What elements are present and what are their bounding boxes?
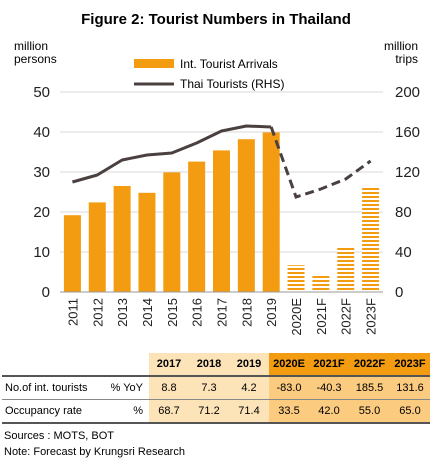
table-row-label: Occupancy rate: [2, 399, 98, 424]
table-header-blank: [2, 353, 98, 377]
table-cell: 33.5: [269, 399, 309, 424]
table-header-cell: 2019: [229, 353, 269, 377]
table-header-cell: 2023F: [390, 353, 430, 377]
table-row-label: No.of int. tourists: [2, 376, 98, 400]
x-tick-label: 2017: [215, 298, 230, 327]
forecast-note: Note: Forecast by Krungsri Research: [4, 446, 185, 458]
chart-title: Figure 2: Tourist Numbers in Thailand: [81, 11, 351, 28]
right-tick-label: 200: [395, 84, 420, 101]
table-cell: 71.4: [229, 399, 269, 424]
table-header-cell: 2020E: [269, 353, 309, 377]
table-cell: 42.0: [309, 399, 349, 424]
table-cell: 71.2: [189, 399, 229, 424]
bar: [163, 172, 181, 292]
right-tick-label: 160: [395, 124, 420, 141]
table-cell: 185.5: [349, 376, 390, 400]
x-tick-label: 2014: [140, 298, 155, 327]
left-tick-label: 0: [42, 284, 50, 301]
table-cell: 68.7: [149, 399, 189, 424]
bar: [237, 139, 255, 292]
bar-series: [63, 132, 380, 292]
legend-bar-label: Int. Tourist Arrivals: [180, 57, 278, 71]
table-cell: 7.3: [189, 376, 229, 400]
bar: [138, 192, 156, 292]
left-axis-ticks: 0 10 20 30 40 50: [33, 84, 50, 301]
line-forecast: [269, 126, 372, 199]
x-tick-label: 2011: [65, 298, 80, 326]
bar: [337, 246, 355, 292]
x-tick-label: 2018: [239, 298, 254, 327]
x-axis-ticks: 2011 2012 2013 2014 2015 2016 2017 2018 2019 2020…: [65, 298, 378, 336]
bar: [188, 161, 206, 292]
table-header-blank: [98, 353, 149, 377]
data-table: 2017 2018 2019 2020E 2021F 2022F 2023F N…: [2, 353, 430, 424]
table-cell: 55.0: [349, 399, 390, 424]
left-tick-label: 50: [33, 84, 50, 101]
x-tick-label: 2020E: [289, 298, 304, 336]
bar: [113, 186, 131, 292]
right-axis-label-line1: million: [384, 39, 418, 53]
x-tick-label: 2023F: [364, 298, 379, 335]
table-header-row: 2017 2018 2019 2020E 2021F 2022F 2023F: [2, 353, 430, 377]
x-tick-label: 2015: [165, 298, 180, 327]
right-axis-label-line2: trips: [395, 52, 418, 66]
x-tick-label: 2022F: [339, 298, 354, 335]
table-cell: 131.6: [390, 376, 430, 400]
table-row-unit: %: [98, 399, 149, 424]
table-cell: 65.0: [390, 399, 430, 424]
table-header-cell: 2017: [149, 353, 189, 377]
left-axis-label-line1: million: [14, 39, 48, 53]
table-row: Occupancy rate % 68.7 71.2 71.4 33.5 42.…: [2, 399, 430, 424]
left-tick-label: 30: [33, 164, 50, 181]
table-row: No.of int. tourists % YoY 8.8 7.3 4.2 -8…: [2, 376, 430, 400]
right-tick-label: 120: [395, 164, 420, 181]
bar: [287, 265, 305, 292]
line-series: [72, 124, 372, 199]
table-cell: -83.0: [269, 376, 309, 400]
bar: [312, 276, 330, 292]
bar: [88, 202, 106, 292]
x-tick-label: 2012: [90, 298, 105, 327]
table-cell: -40.3: [309, 376, 349, 400]
sources-note: Sources : MOTS, BOT: [4, 430, 115, 442]
footnotes: Sources : MOTS, BOT Note: Forecast by Kr…: [4, 428, 185, 460]
x-tick-label: 2013: [115, 298, 130, 327]
left-tick-label: 40: [33, 124, 50, 141]
bar: [213, 150, 230, 292]
chart: Figure 2: Tourist Numbers in Thailand mi…: [14, 11, 420, 336]
bar: [262, 132, 280, 292]
right-tick-label: 0: [395, 284, 403, 301]
x-tick-label: 2019: [264, 298, 279, 327]
bar: [63, 215, 81, 292]
legend-line-label: Thai Tourists (RHS): [180, 77, 284, 91]
legend: Int. Tourist Arrivals Thai Tourists (RHS…: [134, 57, 284, 91]
line-actual: [72, 124, 272, 184]
x-tick-label: 2021F: [314, 298, 329, 335]
left-axis-label-line2: persons: [14, 52, 57, 66]
table-row-unit: % YoY: [98, 376, 149, 400]
table-cell: 8.8: [149, 376, 189, 400]
bar: [362, 186, 380, 292]
table-header-cell: 2021F: [309, 353, 349, 377]
right-axis-ticks: 0 40 80 120 160 200: [395, 84, 420, 301]
table-cell: 4.2: [229, 376, 269, 400]
legend-bar-swatch: [134, 59, 174, 68]
left-tick-label: 20: [33, 204, 50, 221]
right-tick-label: 80: [395, 204, 412, 221]
left-tick-label: 10: [33, 244, 50, 261]
right-tick-label: 40: [395, 244, 412, 261]
table-header-cell: 2018: [189, 353, 229, 377]
x-tick-label: 2016: [190, 298, 205, 327]
table-header-cell: 2022F: [349, 353, 390, 377]
